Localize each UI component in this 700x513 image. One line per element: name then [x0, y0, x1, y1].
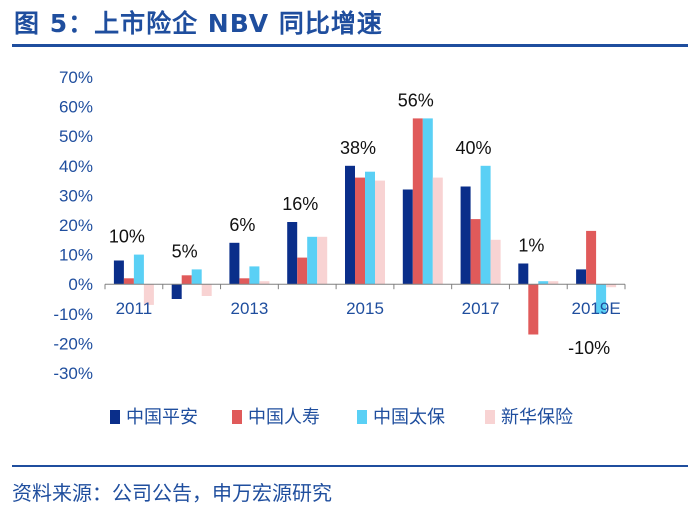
bar [297, 257, 308, 285]
x-axis: 2011 2013 2015 2017 2019E [104, 283, 626, 318]
y-tick-label: 50% [59, 127, 93, 146]
data-label: 56% [398, 90, 434, 110]
legend: 中国平安 中国人寿 中国太保 新华保险 [110, 407, 573, 428]
bar [548, 281, 559, 285]
legend-label: 中国平安 [126, 407, 198, 428]
bar [171, 284, 182, 299]
data-label: 16% [282, 194, 318, 214]
y-tick-label: 30% [59, 186, 93, 205]
bar [606, 284, 617, 288]
y-tick-label: -30% [53, 364, 93, 383]
bar [480, 165, 491, 285]
bar [181, 275, 192, 285]
bar [259, 281, 270, 285]
bar [596, 284, 607, 314]
x-category-label: 2011 [116, 299, 153, 318]
y-tick-label: 60% [59, 98, 93, 117]
bar [123, 278, 134, 285]
data-labels: 10% 5% 6% 16% 38% 56% 40% 1% -10% [109, 90, 610, 357]
legend-swatch [110, 410, 120, 424]
y-tick-label: -10% [53, 305, 93, 324]
bar [345, 165, 355, 285]
bar [133, 254, 144, 285]
bar [191, 269, 202, 285]
y-tick-label: 70% [59, 68, 93, 87]
nbv-growth-chart: 70% 60% 50% 40% 30% 20% 10% 0% -10% -20% -30% 2011… [53, 68, 626, 428]
data-label: 40% [456, 138, 492, 158]
y-tick-label: 40% [59, 157, 93, 176]
legend-swatch [357, 410, 367, 424]
y-tick-label: -20% [53, 334, 93, 353]
legend-swatch [232, 410, 242, 424]
legend-label: 中国太保 [373, 407, 445, 428]
bar [201, 284, 212, 296]
bar [143, 284, 154, 305]
source-divider [12, 465, 688, 467]
bar [422, 118, 433, 285]
bar [249, 266, 260, 285]
bar-series [113, 118, 617, 335]
x-category-label: 2015 [346, 299, 384, 318]
bar [239, 278, 250, 285]
bar [490, 239, 501, 285]
title-divider [12, 44, 688, 47]
bar [470, 219, 481, 285]
x-category-label: 2013 [231, 299, 269, 318]
y-tick-label: 20% [59, 216, 93, 235]
bar [576, 269, 587, 285]
y-tick-label: 0% [68, 275, 93, 294]
data-label: 38% [340, 138, 376, 158]
y-axis: 70% 60% 50% 40% 30% 20% 10% 0% -10% -20% -30% [53, 68, 93, 383]
bar [432, 177, 443, 285]
chart-title: 图 5：上市险企 NBV 同比增速 [14, 9, 383, 38]
bar [355, 177, 365, 285]
legend-label: 中国人寿 [248, 407, 320, 428]
source-note: 资料来源：公司公告，申万宏源研究 [12, 481, 332, 505]
bar [307, 236, 318, 285]
bar [229, 242, 240, 285]
y-tick-label: 10% [59, 246, 93, 265]
bar [317, 236, 328, 285]
bar [113, 260, 124, 285]
bar [518, 263, 529, 285]
data-label: 6% [229, 215, 255, 235]
bar [412, 118, 423, 285]
legend-label: 新华保险 [501, 407, 573, 428]
data-label: 1% [518, 235, 544, 255]
data-label: -10% [568, 338, 610, 358]
bar [586, 230, 597, 285]
x-category-label: 2017 [462, 299, 500, 318]
bar [538, 281, 549, 285]
legend-swatch [485, 410, 495, 424]
bar [287, 222, 298, 285]
bar [402, 189, 413, 285]
bar [375, 180, 385, 285]
bar [365, 171, 375, 285]
x-category-label: 2019E [572, 299, 621, 318]
data-label: 10% [109, 227, 145, 247]
data-label: 5% [172, 241, 198, 261]
bar [528, 284, 539, 335]
bar [460, 186, 471, 285]
